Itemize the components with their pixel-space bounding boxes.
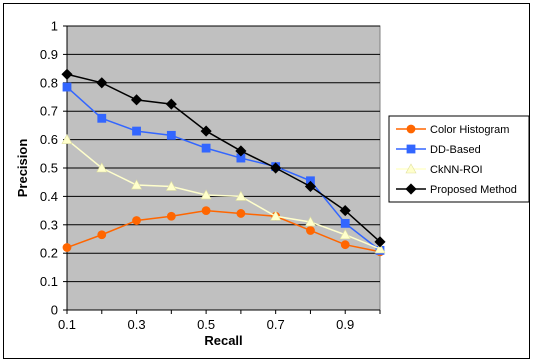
data-point [236,209,246,218]
data-point [201,143,211,153]
data-point [201,206,211,216]
series-line [66,209,381,253]
series-color-histogram [62,206,385,257]
chart: 0.1 0.3 0.5 0.7 0.9 00.10.20.30.40.50.60.70.… [15,19,530,348]
data-point [270,162,282,174]
data-point [97,230,107,240]
data-point [62,82,72,92]
data-point [339,229,351,240]
y-tick-label: 0.2 [40,246,58,261]
legend-label: Color Histogram [430,124,509,136]
data-point [406,144,416,154]
x-tick-label: 0.5 [197,317,215,332]
data-point [235,145,247,157]
y-tick-label: 0.7 [40,104,58,119]
data-point [165,180,177,191]
series-line [66,139,381,250]
x-axis-title: Recall [204,333,242,348]
data-point [374,236,386,248]
y-tick-label: 0.8 [40,75,58,90]
data-point [165,98,177,110]
data-point [131,179,143,190]
series-proposed-method [61,68,386,248]
y-axis: 0 0.1 0.2 0.3 0.4 0.5 0.6 0.7 0.8 0.9 1 [40,19,68,318]
y-tick-label: 0.5 [40,161,58,176]
legend-item: Proposed Method [396,183,517,196]
y-tick-label: 1 [51,19,58,34]
data-point [304,180,317,193]
y-tick-label: 0.1 [40,274,58,289]
data-point [374,243,386,254]
data-point [96,77,108,89]
data-point [96,162,108,173]
data-point [132,126,141,136]
legend-label: DD-Based [430,144,481,156]
legend-item: DD-Based [396,144,481,156]
data-point [406,124,416,134]
y-tick-label: 0.4 [40,189,58,204]
data-point [304,216,316,227]
data-point [61,68,73,80]
data-point [62,243,72,252]
data-point [340,240,350,250]
data-point [405,183,417,195]
y-tick-label: 0.6 [40,132,58,147]
x-axis: 0.1 0.3 0.5 0.7 0.9 [58,309,381,332]
y-tick-label: 0.9 [40,47,58,62]
grid-lines [67,25,380,283]
legend-item: Color Histogram [396,124,509,136]
y-tick-label: 0 [51,303,58,318]
data-point [339,205,351,217]
data-point [200,189,212,200]
series-line [66,86,381,251]
data-point [235,190,247,201]
data-point [405,163,417,174]
x-tick-label: 0.3 [128,317,146,332]
data-point [130,94,143,106]
data-point [200,125,212,137]
x-tick-label: 0.1 [58,317,76,332]
x-tick-label: 0.7 [267,317,285,332]
legend-item: CkNN-ROI [396,163,483,176]
legend-label: Proposed Method [430,184,517,196]
legend-label: CkNN-ROI [430,164,483,176]
series-line [66,73,381,243]
data-point [166,211,176,221]
x-tick-label: 0.9 [336,317,354,332]
y-axis-title: Precision [15,139,30,198]
y-tick-label: 0.3 [40,217,58,232]
series-dd-based [62,82,385,255]
data-point [97,113,107,123]
data-point [166,130,176,140]
series-layer [61,68,386,257]
data-point [340,218,350,228]
chart-frame: 0.1 0.3 0.5 0.7 0.9 0 0.1 0.2 0.3 0.4 0.5 0.6 0.7 0.… [3,3,530,359]
data-point [61,133,73,144]
data-point [306,226,315,235]
legend: Color Histogram DD-Based CkNN-ROI Proposed … [388,115,530,203]
series-cknn-roi [61,133,386,254]
data-point [132,216,141,225]
data-point [270,210,282,221]
